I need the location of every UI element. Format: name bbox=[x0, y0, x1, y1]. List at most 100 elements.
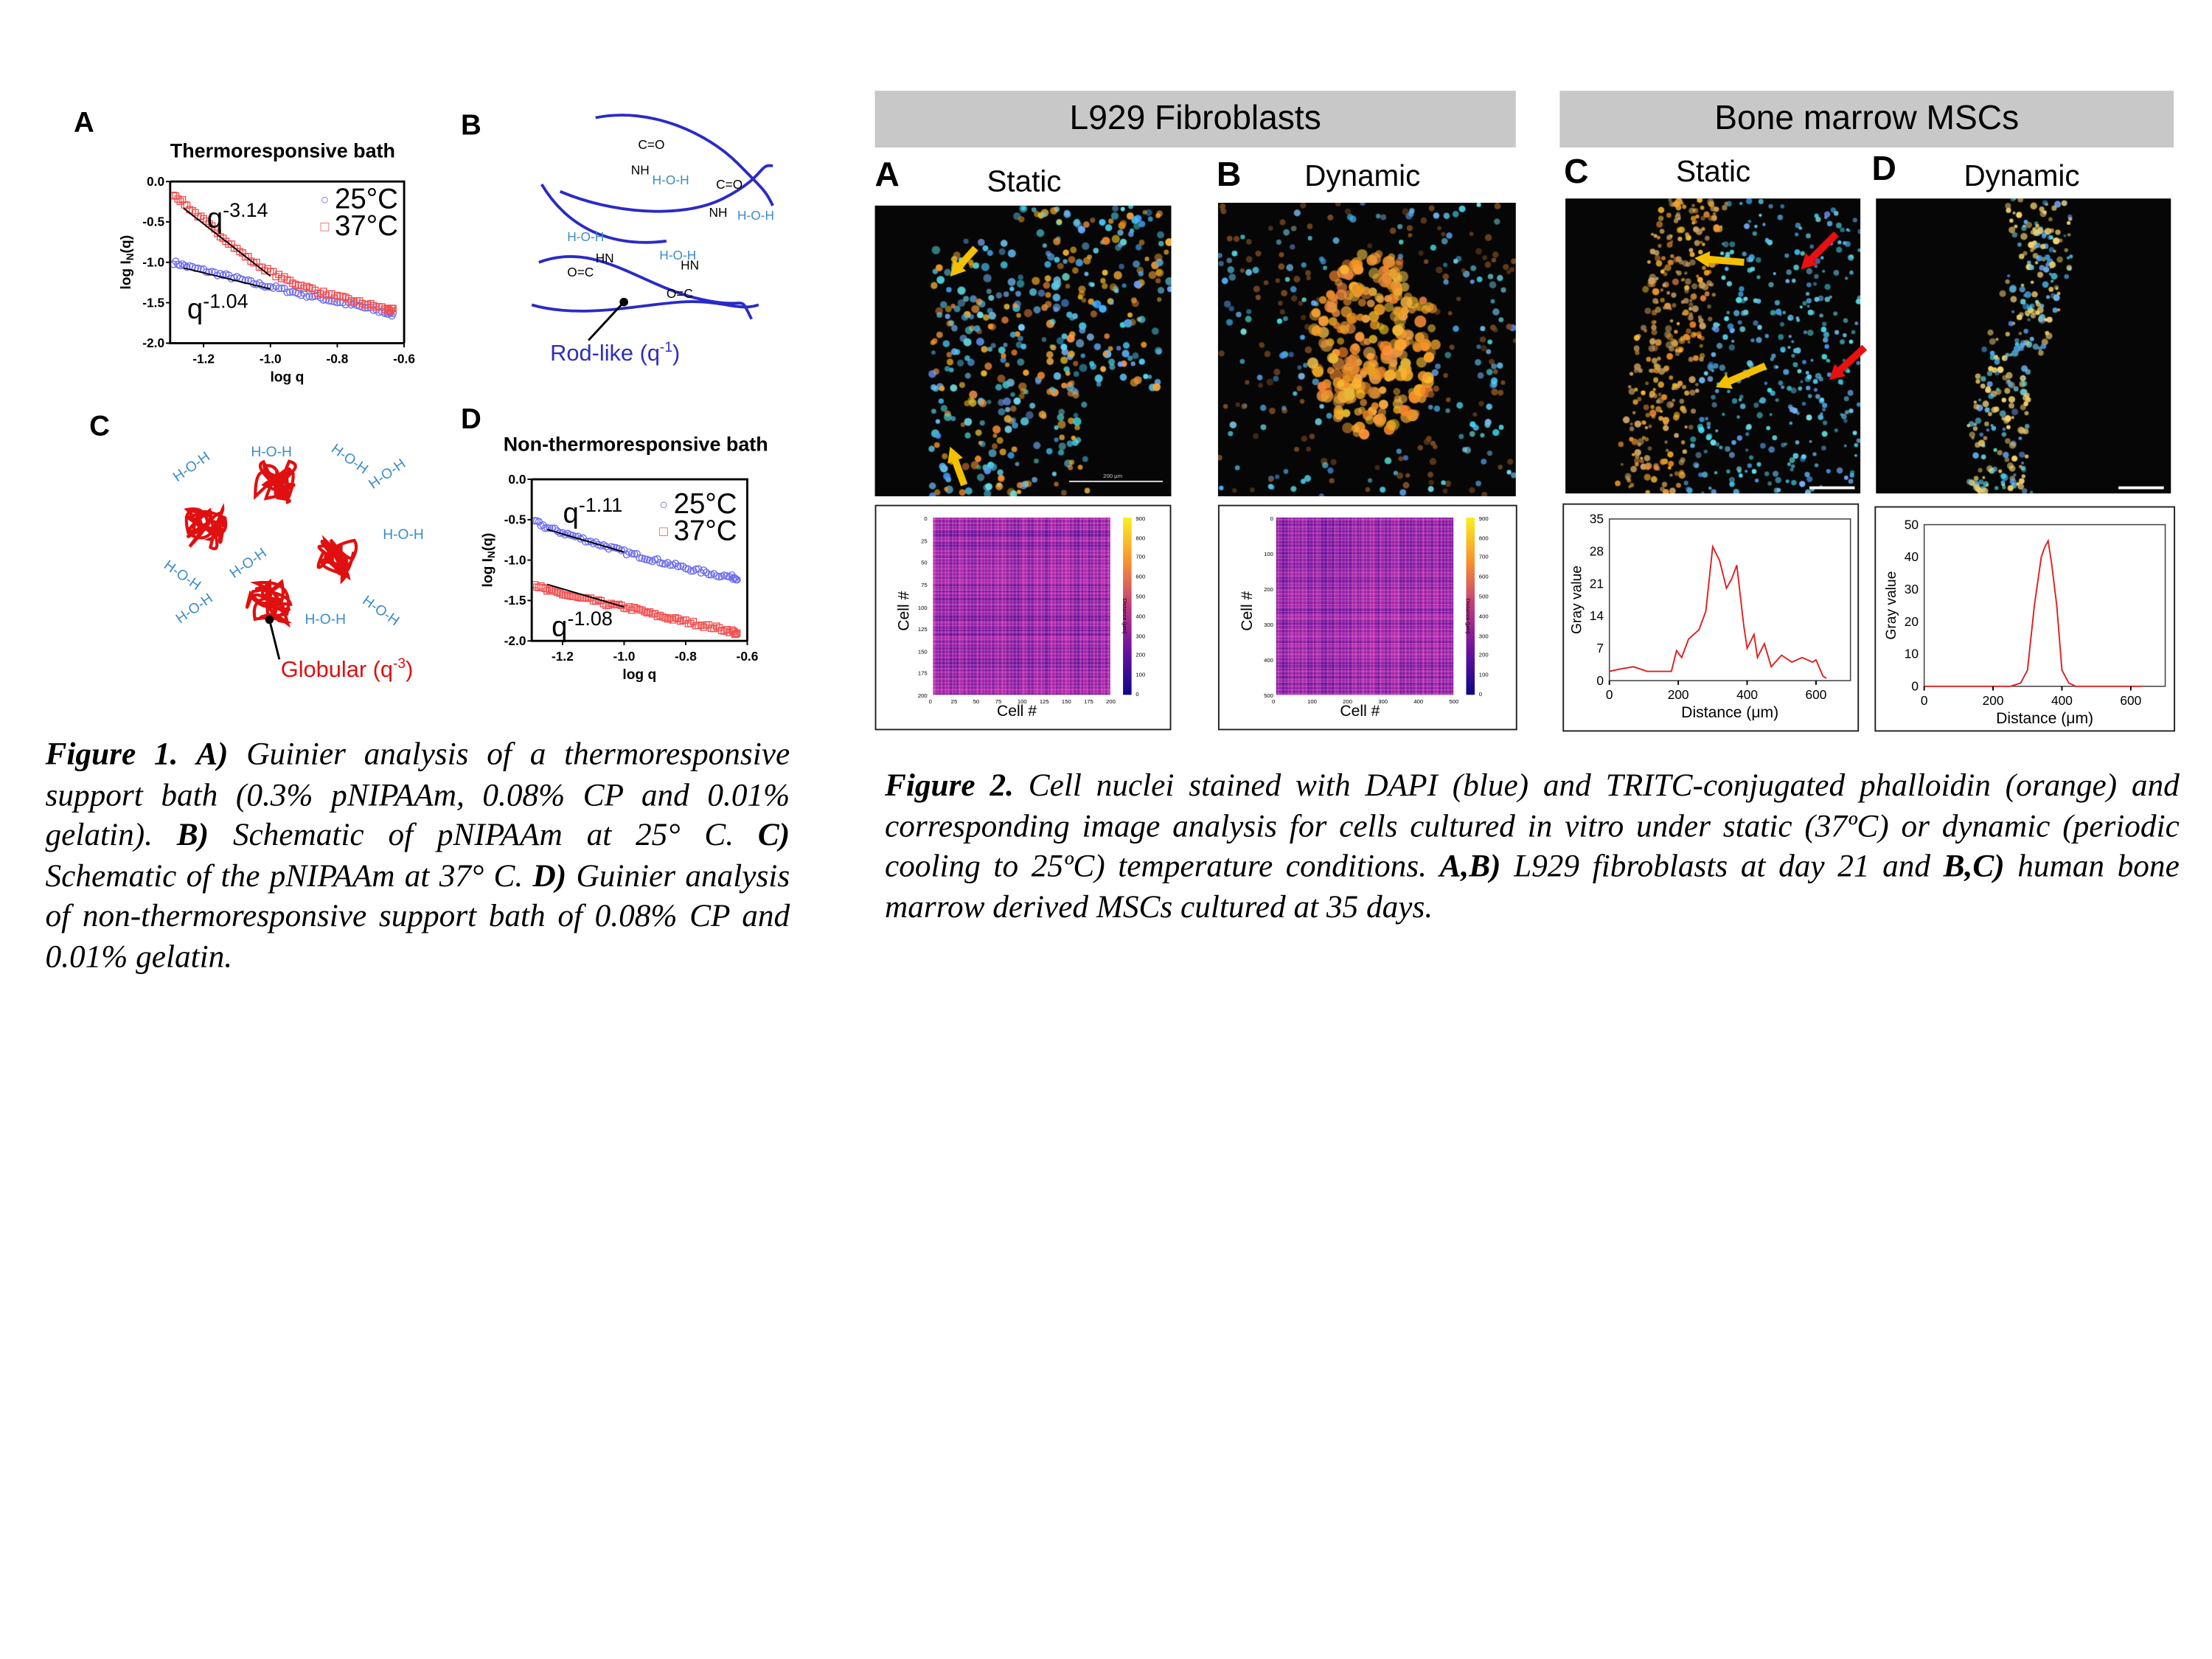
data-point-37c bbox=[656, 611, 664, 619]
data-point-37c bbox=[174, 195, 182, 203]
colorbar-tick: 700 bbox=[1478, 553, 1489, 561]
x-tick-label: -1.2 bbox=[192, 351, 215, 366]
polymer-chain bbox=[559, 164, 773, 213]
data-point-25c bbox=[705, 571, 713, 579]
pointer-line bbox=[268, 619, 281, 660]
y-tick-label: 0.0 bbox=[147, 174, 164, 189]
x-tick-label: 400 bbox=[2051, 693, 2073, 708]
water-label: H-O-H bbox=[383, 527, 424, 543]
globule bbox=[184, 502, 228, 551]
data-point-25c bbox=[602, 543, 611, 551]
y-tick-label: -2.0 bbox=[142, 335, 164, 350]
y-axis-label: Gray value bbox=[1569, 566, 1585, 634]
y-tick-label: 125 bbox=[917, 625, 928, 633]
y-tick-label: 10 bbox=[1905, 647, 1919, 661]
x-tick-label: 75 bbox=[995, 698, 1002, 705]
data-point-37c bbox=[623, 605, 630, 613]
y-tick-label: 14 bbox=[1590, 608, 1604, 623]
y-tick-label: 0.0 bbox=[508, 472, 526, 487]
arrow-shaft bbox=[1725, 362, 1767, 386]
legend-25: 25°C bbox=[334, 184, 398, 216]
data-point-37c bbox=[661, 613, 669, 622]
y-axis-label: log IN(q) bbox=[480, 533, 497, 588]
panel-label-1d: D bbox=[461, 404, 481, 436]
data-point-37c bbox=[633, 605, 641, 613]
polymer-chain bbox=[531, 300, 759, 313]
chemical-label: C=O bbox=[716, 177, 742, 192]
data-point-25c bbox=[695, 565, 703, 573]
data-point-37c bbox=[549, 586, 556, 594]
data-point-25c bbox=[546, 524, 554, 532]
profile-chart-d: 0 200 400 600 0 10 20 30 40 50 Distance (μm) Gray v… bbox=[1874, 506, 2176, 732]
x-tick-label: 0 bbox=[1921, 693, 1928, 708]
x-tick-label: -0.6 bbox=[737, 649, 759, 664]
heatmap-panel-a: 0 100 200 300 400 500 600 700 800 900 Distance (μm… bbox=[874, 504, 1172, 731]
data-point-37c bbox=[669, 616, 677, 624]
chemical-label: C=O bbox=[638, 137, 664, 152]
profile-chart-c: 0 200 400 600 0 7 14 21 28 35 Distance (μm) Gray va… bbox=[1562, 503, 1860, 732]
chemical-label: H-O-H bbox=[737, 208, 774, 223]
panel-label-2a: A bbox=[874, 156, 900, 195]
arrow-head bbox=[1829, 364, 1846, 380]
legend-fig1d: ○ 25°C □ 37°C bbox=[659, 489, 737, 548]
polymer-chain bbox=[595, 114, 774, 206]
pointer-line bbox=[588, 301, 625, 341]
x-tick-label: -1.2 bbox=[552, 649, 574, 664]
data-point-37c bbox=[543, 587, 551, 595]
x-tick-label: 0 bbox=[1272, 698, 1276, 705]
x-tick-label: 600 bbox=[2120, 693, 2141, 708]
panel-label-2b: B bbox=[1217, 156, 1242, 195]
water-label: H-O-H bbox=[227, 546, 270, 582]
data-point-37c bbox=[664, 615, 672, 623]
x-tick-label: 500 bbox=[1449, 698, 1459, 705]
chemical-label: HN bbox=[596, 251, 614, 265]
chart-fig1d: -1.2 -1.0 -0.8 -0.6 0.0 -0.5 -1.0 -1.5 -2.0 log q… bbox=[480, 472, 759, 683]
x-tick-label: 0 bbox=[1606, 687, 1613, 702]
x-axis-label: Distance (μm) bbox=[1681, 704, 1778, 721]
y-axis-label: Cell # bbox=[1239, 591, 1256, 631]
x-tick-label: -1.0 bbox=[613, 649, 636, 664]
y-tick-label: 75 bbox=[921, 581, 928, 588]
data-point-37c bbox=[700, 623, 708, 631]
polymer-chain bbox=[540, 184, 667, 244]
annotation-arrows bbox=[947, 231, 1868, 487]
x-tick-label: -0.8 bbox=[327, 351, 349, 366]
exponent-a-37: q-3.14 bbox=[206, 198, 268, 235]
colorbar-tick: 800 bbox=[1135, 534, 1146, 541]
data-point-37c bbox=[389, 305, 397, 313]
x-tick-label: 0 bbox=[928, 698, 932, 705]
y-tick-label: 500 bbox=[1264, 692, 1273, 700]
header-l929: L929 Fibroblasts bbox=[874, 91, 1516, 148]
colorbar-tick: 100 bbox=[1478, 670, 1489, 678]
arrow-shaft bbox=[955, 246, 978, 271]
heatmap-panel-b: 0 100 200 300 400 500 600 700 800 900 Distance (μm… bbox=[1217, 504, 1517, 731]
data-point-25c bbox=[620, 546, 628, 554]
colorbar-tick: 0 bbox=[1135, 690, 1139, 698]
data-point-25c bbox=[700, 566, 708, 574]
rod-like-label: Rod-like (q-1) bbox=[550, 340, 681, 366]
data-point-37c bbox=[541, 585, 549, 593]
figure1-caption: Figure 1. A) Guinier analysis of a therm… bbox=[45, 736, 790, 975]
data-point-37c bbox=[582, 594, 590, 602]
data-point-25c bbox=[241, 276, 249, 285]
data-point-25c bbox=[658, 560, 667, 568]
chemical-label: NH bbox=[709, 205, 728, 220]
exponent-d-37: q-1.08 bbox=[552, 607, 613, 644]
colorbar-label: Distance (μm) bbox=[1464, 598, 1472, 634]
condition-b: Dynamic bbox=[1304, 160, 1421, 193]
x-tick-label: 100 bbox=[1017, 698, 1027, 705]
x-tick-label: 50 bbox=[973, 698, 980, 705]
micrograph-msc-dynamic bbox=[1876, 198, 2171, 494]
water-label: H-O-H bbox=[161, 557, 204, 594]
colorbar-tick: 500 bbox=[1478, 592, 1489, 600]
x-axis-label: Distance (μm) bbox=[1996, 710, 2093, 727]
y-tick-label: 0 bbox=[1596, 673, 1604, 688]
water-label: H-O-H bbox=[360, 593, 403, 629]
y-tick-label: 0 bbox=[1270, 515, 1273, 522]
water-label: H-O-H bbox=[328, 441, 371, 477]
y-tick-label: -0.5 bbox=[504, 512, 526, 527]
panel-label-2c: C bbox=[1564, 153, 1589, 192]
colorbar-tick: 900 bbox=[1135, 514, 1146, 522]
arrow-head bbox=[1694, 251, 1711, 268]
data-point-37c bbox=[667, 614, 674, 622]
